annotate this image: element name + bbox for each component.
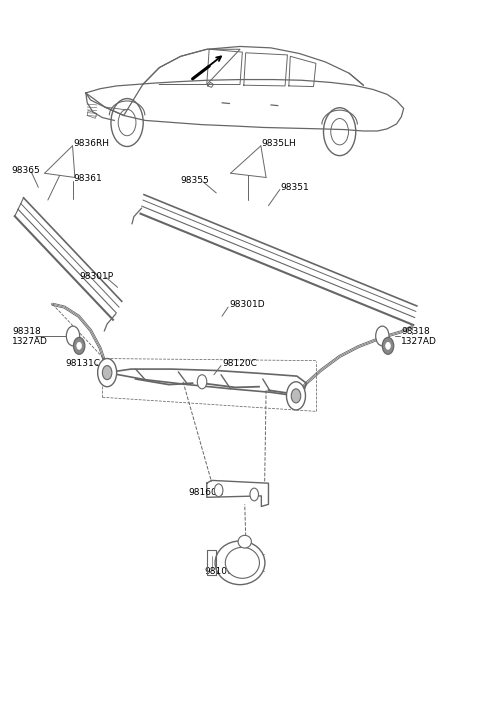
Ellipse shape: [225, 547, 260, 579]
Circle shape: [331, 119, 348, 145]
Text: 1327AD: 1327AD: [12, 337, 48, 346]
Ellipse shape: [238, 535, 252, 548]
Text: 98120C: 98120C: [222, 359, 257, 368]
Text: 98301D: 98301D: [229, 300, 264, 309]
Text: 98355: 98355: [180, 176, 209, 185]
Circle shape: [97, 359, 117, 387]
Circle shape: [324, 108, 356, 155]
Text: 98351: 98351: [280, 183, 309, 192]
Circle shape: [250, 488, 259, 501]
Circle shape: [385, 342, 390, 349]
Circle shape: [118, 109, 136, 136]
Text: 98131C: 98131C: [65, 359, 100, 368]
Text: 98365: 98365: [12, 166, 40, 175]
Circle shape: [77, 342, 82, 349]
Circle shape: [73, 337, 85, 354]
Text: 1327AD: 1327AD: [401, 337, 437, 346]
Text: 98301P: 98301P: [80, 272, 114, 280]
Circle shape: [215, 484, 223, 496]
Text: 98361: 98361: [73, 175, 102, 183]
Text: 98100: 98100: [204, 567, 233, 577]
Text: 98160C: 98160C: [189, 488, 224, 497]
Text: 98318: 98318: [12, 327, 41, 336]
Circle shape: [287, 382, 305, 410]
Circle shape: [66, 326, 80, 346]
Text: 9835LH: 9835LH: [261, 139, 296, 148]
Circle shape: [383, 337, 394, 354]
Circle shape: [376, 326, 389, 346]
Circle shape: [111, 99, 143, 146]
Text: 98318: 98318: [401, 327, 430, 336]
Circle shape: [102, 366, 112, 380]
Circle shape: [197, 375, 207, 389]
Text: 9836RH: 9836RH: [73, 139, 109, 148]
Circle shape: [291, 389, 301, 403]
Ellipse shape: [215, 541, 265, 584]
